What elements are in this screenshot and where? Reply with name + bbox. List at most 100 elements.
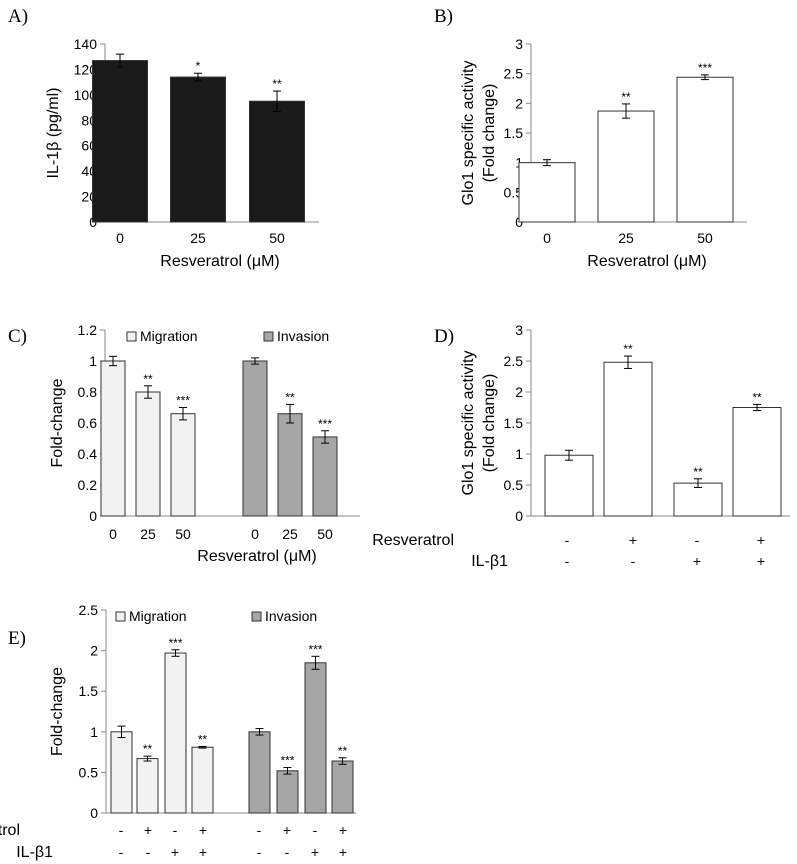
legend-label: Invasion — [277, 328, 329, 344]
condition-sign: - — [565, 553, 570, 569]
x-tick-label: 0 — [543, 230, 551, 246]
bar — [249, 100, 305, 223]
legend-label: Migration — [129, 608, 187, 624]
bar — [277, 413, 303, 517]
x-tick-label: 25 — [190, 230, 206, 246]
panel-label: B) — [434, 6, 453, 27]
x-tick-label: 25 — [282, 526, 298, 542]
y-tick-label: 1.2 — [78, 322, 98, 338]
condition-sign: - — [631, 553, 636, 569]
bar — [673, 482, 723, 517]
y-tick-label: 2 — [90, 643, 98, 659]
bar — [164, 652, 187, 814]
bar — [603, 361, 653, 517]
condition-sign: + — [311, 844, 319, 860]
y-tick-label: 1 — [90, 724, 98, 740]
condition-sign: - — [146, 844, 151, 860]
condition-sign: - — [119, 844, 124, 860]
y-tick-label: 0.5 — [504, 184, 524, 200]
panel-label: C) — [8, 326, 27, 347]
legend-label: Migration — [140, 328, 198, 344]
y-tick-label: 2 — [515, 95, 523, 111]
x-tick-label: 25 — [140, 526, 156, 542]
significance-label: ** — [338, 744, 348, 758]
x-tick-label: 50 — [175, 526, 191, 542]
bar — [136, 758, 159, 814]
bar — [248, 731, 271, 814]
legend-swatch — [126, 331, 137, 342]
significance-label: ** — [623, 342, 633, 356]
panel-label: E) — [8, 628, 26, 649]
x-tick-label: 50 — [317, 526, 333, 542]
condition-sign: + — [757, 553, 765, 569]
bar — [242, 360, 268, 517]
condition-label: IL-β1 — [16, 844, 53, 861]
y-tick-label: 0.8 — [78, 384, 98, 400]
condition-sign: + — [283, 822, 291, 838]
x-tick-label: 50 — [697, 230, 713, 246]
y-axis-title: Glo1 specific activity — [460, 351, 477, 496]
y-axis-title: IL-1β (pg/ml) — [45, 88, 62, 179]
y-tick-label: 0 — [90, 805, 98, 821]
legend-swatch — [263, 331, 274, 342]
significance-label: ** — [198, 732, 208, 746]
y-tick-label: 0 — [89, 508, 97, 524]
significance-label: ** — [143, 742, 153, 756]
x-axis-title: Resveratrol (μM) — [160, 253, 279, 270]
y-tick-label: 2 — [515, 384, 523, 400]
significance-label: *** — [698, 61, 712, 75]
y-tick-label: 1 — [89, 353, 97, 369]
y-tick-label: 100 — [74, 87, 98, 103]
y-tick-label: 0.2 — [78, 477, 98, 493]
significance-label: *** — [280, 754, 294, 768]
legend-swatch — [115, 611, 126, 622]
significance-label: ** — [285, 390, 295, 404]
bar — [170, 413, 196, 517]
bar — [331, 760, 354, 814]
condition-sign: + — [757, 532, 765, 548]
significance-label: *** — [176, 394, 190, 408]
significance-label: ** — [693, 465, 703, 479]
bar — [544, 454, 594, 517]
condition-sign: + — [199, 844, 207, 860]
y-axis-title: (Fold change) — [481, 374, 498, 473]
bar — [92, 60, 148, 223]
bar — [304, 662, 327, 814]
condition-sign: - — [285, 844, 290, 860]
x-tick-label: 50 — [269, 230, 285, 246]
significance-label: *** — [168, 636, 182, 650]
x-tick-label: 0 — [116, 230, 124, 246]
y-tick-label: 2.5 — [504, 353, 524, 369]
condition-label: IL-β1 — [471, 553, 508, 570]
bar — [312, 436, 338, 517]
y-tick-label: 2.5 — [504, 66, 524, 82]
significance-label: *** — [308, 642, 322, 656]
y-tick-label: 3 — [515, 36, 523, 52]
y-axis-title: (Fold change) — [481, 84, 498, 183]
condition-sign: + — [199, 822, 207, 838]
significance-label: ** — [143, 372, 153, 386]
y-tick-label: 140 — [74, 36, 98, 52]
x-axis-title: Resveratrol (μM) — [197, 548, 316, 565]
condition-sign: - — [695, 532, 700, 548]
y-tick-label: 3 — [515, 322, 523, 338]
y-axis-title: Glo1 specific activity — [460, 61, 477, 206]
bar — [170, 76, 226, 223]
y-tick-label: 1.5 — [79, 683, 99, 699]
x-tick-label: 25 — [618, 230, 634, 246]
condition-sign: + — [339, 844, 347, 860]
y-tick-label: 1 — [515, 446, 523, 462]
significance-label: ** — [752, 390, 762, 404]
condition-sign: - — [173, 822, 178, 838]
significance-label: ** — [621, 90, 631, 104]
bar — [191, 746, 214, 814]
panel-label: D) — [434, 326, 454, 347]
bar — [676, 76, 734, 223]
y-axis-title: Fold-change — [49, 667, 66, 756]
condition-sign: + — [693, 553, 701, 569]
condition-sign: + — [144, 822, 152, 838]
condition-sign: - — [565, 532, 570, 548]
significance-label: * — [196, 59, 201, 73]
y-tick-label: 120 — [74, 61, 98, 77]
bar — [110, 731, 133, 814]
